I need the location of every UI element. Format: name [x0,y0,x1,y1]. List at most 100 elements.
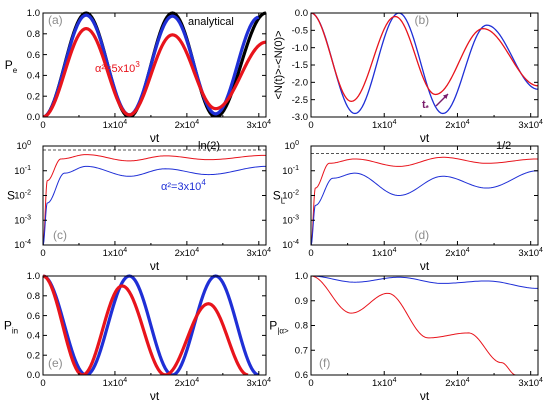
x-tick-label: 2x104 [445,119,470,131]
panel-label: (d) [415,228,430,242]
y-tick-label: 0.8 [27,29,40,40]
x-tick-label-base: 0 [308,378,313,389]
y-axis-label-main: S [7,189,15,203]
annotation-text: analytical [188,16,234,28]
x-tick-label: 1x104 [372,247,397,259]
panel-d: 0 1x104 2x104 3x10410-410-310-210-1100νtSL(… [273,140,543,273]
y-tick-label: 1.0 [27,8,40,19]
series-line-red [43,274,249,375]
x-tick-label-base: 0 [40,120,45,131]
series-line-red [311,156,538,245]
annotation-text: ln(2) [198,140,220,152]
y-tick-label-base: 10 [285,141,296,152]
y-tick-label-exp: -3 [25,214,31,221]
y-tick-label: 10-3 [282,214,299,226]
y-tick-label-base: 1.0 [295,271,308,282]
x-tick-label-exp: 4 [393,119,397,126]
y-tick-label: 10-3 [14,214,31,226]
y-tick-label-base: 0.6 [295,370,308,381]
y-tick-label-base: 0.9 [295,296,308,307]
y-axis-label-main: S [273,189,281,203]
y-tick-label-base: -3.0 [292,112,308,123]
annotation-sup: 3 [135,60,140,69]
y-axis-label-sub: e [13,66,18,75]
y-tick-label: 0.0 [295,8,308,19]
x-tick-label-base: 1x10 [103,120,124,131]
annotation: α²=3x104 [161,178,206,193]
annotation-sup: 4 [201,178,206,187]
x-tick-label-base: 0 [40,378,45,389]
x-tick-label-exp: 4 [195,377,199,384]
y-tick-label: 1.0 [27,271,40,282]
y-tick-label-base: 0.8 [27,29,40,40]
y-tick-label: 100 [285,140,300,152]
y-tick-label: 0.9 [295,296,308,307]
y-tick-label-base: 10 [282,166,293,177]
y-tick-label-base: 10 [282,191,293,202]
y-tick-label: -1.0 [292,43,308,54]
panel-b: 0 1x104 2x104 3x1040.0-0.5-1.0-1.5-2.0-2.5-… [273,8,543,145]
x-tick-label-base: 2x10 [175,378,196,389]
x-tick-label: 0 [308,378,313,389]
x-tick-label: 2x104 [175,119,200,131]
y-tick-label-exp: -2 [25,190,31,197]
annotation-text: α²=5x10 [95,63,135,75]
y-tick-label: 0.0 [27,370,40,381]
panel-a: 0 1x104 2x104 3x1040.00.20.40.60.81.0νtPe(a… [5,8,271,145]
y-tick-label-base: 10 [17,141,28,152]
y-axis-label-main: P [4,319,12,333]
y-tick-label-base: 10 [282,215,293,226]
y-tick-label-base: 0.4 [27,331,40,342]
x-tick-label: 1x104 [103,377,128,389]
y-tick-label-base: 0.6 [27,311,40,322]
x-tick-label: 3x104 [247,119,272,131]
y-tick-label: 10-4 [14,239,31,251]
x-axis-label: νt [150,389,160,403]
y-tick-label-exp: 0 [27,140,31,147]
y-tick-label-base: 0.6 [27,50,40,61]
y-tick-label-exp: -4 [293,239,299,246]
series-line-blue [43,274,260,375]
x-tick-label: 1x104 [103,119,128,131]
series-line-red [43,154,266,245]
x-tick-label-base: 2x10 [175,248,196,259]
y-tick-label-base: 0.8 [295,321,308,332]
y-tick-label: 0.8 [27,291,40,302]
x-tick-label-exp: 4 [123,119,127,126]
x-tick-label-exp: 4 [393,247,397,254]
y-axis-label-main: P [5,58,13,72]
y-axis-label: S [7,189,15,203]
x-tick-label-base: 3x10 [518,120,539,131]
x-tick-label: 0 [40,120,45,131]
y-tick-label-base: 10 [282,240,293,251]
annotation: α²=5x103 [95,60,140,75]
y-tick-label-base: 10 [14,191,25,202]
y-tick-label: 0.2 [27,91,40,102]
x-tick-label-base: 1x10 [103,248,124,259]
x-tick-label-base: 0 [308,120,313,131]
annotation: t* [422,99,430,113]
x-tick-label: 3x104 [518,377,543,389]
plot-frame [42,12,267,118]
annotation: analytical [188,16,234,28]
x-tick-label-exp: 4 [393,377,397,384]
x-tick-label-base: 1x10 [372,378,393,389]
y-tick-label: 0.6 [27,50,40,61]
x-tick-label-exp: 4 [466,119,470,126]
x-tick-label: 2x104 [445,247,470,259]
y-tick-label-exp: -1 [293,165,299,172]
x-tick-label-base: 2x10 [445,378,466,389]
x-tick-label: 3x104 [247,247,272,259]
x-tick-label-exp: 4 [539,377,543,384]
x-tick-label: 3x104 [247,377,272,389]
x-tick-label-base: 1x10 [372,248,393,259]
x-tick-label-base: 3x10 [247,378,268,389]
y-tick-label: 0.4 [27,71,40,82]
panel-e: 0 1x104 2x104 3x1040.00.20.40.60.81.0νtPin(… [4,271,271,403]
y-tick-label-base: 0.2 [27,350,40,361]
y-tick-label: -2.0 [292,78,308,89]
series-line-red [311,12,538,103]
panel-label: (e) [48,356,63,370]
panel-label: (f) [319,356,330,370]
